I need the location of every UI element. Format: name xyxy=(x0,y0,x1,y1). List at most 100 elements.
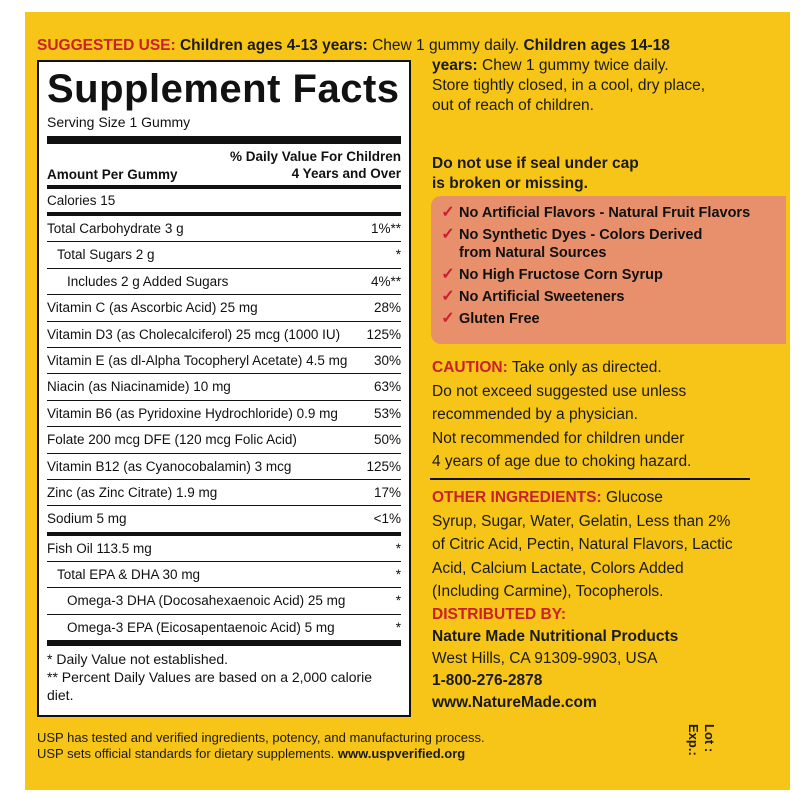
distributor-website: www.NatureMade.com xyxy=(432,694,597,711)
claim-text: No Synthetic Dyes - Colors Derived xyxy=(459,227,703,243)
distributor-phone: 1-800-276-2878 xyxy=(432,672,543,689)
nutrient-name: Total EPA & DHA 30 mg xyxy=(57,567,201,583)
suggested-use: SUGGESTED USE: Children ages 4-13 years:… xyxy=(37,36,777,56)
footnote-calorie-diet: ** Percent Daily Values are based on a 2… xyxy=(47,669,373,704)
ingredients-line-5: (Including Carmine), Tocopherols. xyxy=(432,583,664,600)
distributor-heading: DISTRIBUTED BY: xyxy=(432,606,567,623)
caution-line-5: 4 years of age due to choking hazard. xyxy=(432,453,692,470)
facts-title: Supplement Facts xyxy=(47,67,400,111)
nutrient-name: Omega-3 DHA (Docosahexaenoic Acid) 25 mg xyxy=(67,593,346,609)
age-group-1: Children ages 4-13 years: xyxy=(179,37,368,54)
nutrient-row: Includes 2 g Added Sugars 4%** xyxy=(47,269,401,296)
facts-footnotes: * Daily Value not established. ** Percen… xyxy=(47,640,401,704)
nutrient-row: Folate 200 mcg DFE (120 mcg Folic Acid) 5… xyxy=(47,427,401,454)
usp-statement: USP has tested and verified ingredients,… xyxy=(37,730,637,762)
exp-label: Exp.: xyxy=(686,724,701,756)
nutrient-row: Omega-3 DHA (Docosahexaenoic Acid) 25 mg… xyxy=(47,588,401,615)
nutrient-name: Vitamin C (as Ascorbic Acid) 25 mg xyxy=(47,300,258,316)
nutrient-dv: 50% xyxy=(373,432,401,448)
nutrient-name: Vitamin B12 (as Cyanocobalamin) 3 mcg xyxy=(47,458,292,474)
claim-text: No High Fructose Corn Syrup xyxy=(459,267,663,283)
age-group-2b: years: xyxy=(432,57,478,74)
nutrient-name: Fish Oil 113.5 mg xyxy=(47,540,152,556)
nutrient-row: Vitamin B12 (as Cyanocobalamin) 3 mcg 125… xyxy=(47,454,401,480)
nutrient-row: Fish Oil 113.5 mg * xyxy=(47,536,401,563)
seal-warning-line-2: is broken or missing. xyxy=(432,175,588,192)
nutrient-dv: * xyxy=(395,540,401,556)
ingredients-line-1: Glucose xyxy=(605,489,663,506)
age-group-2a: Children ages 14-18 xyxy=(523,37,670,54)
product-claims-box: ✓ No Artificial Flavors - Natural Fruit F… xyxy=(431,196,786,344)
nutrient-dv: 30% xyxy=(373,352,401,368)
suggested-use-continued: years: Chew 1 gummy twice daily. Store t… xyxy=(432,56,772,116)
nutrient-name: Vitamin D3 (as Cholecalciferol) 25 mcg (… xyxy=(47,326,341,342)
checkmark-icon: ✓ xyxy=(441,226,455,243)
nutrient-row: Vitamin E (as dl-Alpha Tocopheryl Acetat… xyxy=(47,348,401,375)
seal-warning-line-1: Do not use if seal under cap xyxy=(432,155,639,172)
other-ingredients-heading: OTHER INGREDIENTS: xyxy=(432,489,602,506)
nutrient-row: Vitamin C (as Ascorbic Acid) 25 mg 28% xyxy=(47,295,401,322)
claim-text: Gluten Free xyxy=(459,311,540,327)
other-ingredients-section: OTHER INGREDIENTS: Glucose Syrup, Sugar,… xyxy=(432,486,772,604)
calories-row: Calories 15 xyxy=(47,189,401,216)
checkmark-icon: ✓ xyxy=(441,288,455,305)
nutrient-dv: * xyxy=(395,593,401,609)
checkmark-icon: ✓ xyxy=(441,310,455,327)
checkmark-icon: ✓ xyxy=(441,266,455,283)
claim-text: No Artificial Flavors - Natural Fruit Fl… xyxy=(459,205,751,221)
nutrient-name: Vitamin E (as dl-Alpha Tocopheryl Acetat… xyxy=(47,352,348,368)
nutrient-dv: 1%** xyxy=(370,221,401,236)
claim-item: ✓ No Artificial Sweeteners xyxy=(437,288,786,306)
storage-line-2: out of reach of children. xyxy=(432,97,594,114)
nutrient-row: Zinc (as Zinc Citrate) 1.9 mg 17% xyxy=(47,480,401,507)
product-label: SUGGESTED USE: Children ages 4-13 years:… xyxy=(25,12,790,790)
nutrient-name: Total Sugars 2 g xyxy=(57,247,155,263)
nutrient-dv: <1% xyxy=(373,511,401,527)
nutrient-row: Total Sugars 2 g * xyxy=(47,242,401,269)
distributor-company: Nature Made Nutritional Products xyxy=(432,628,679,645)
nutrient-row: Total Carbohydrate 3 g 1%** xyxy=(47,216,401,243)
claim-item-continued: from Natural Sources xyxy=(437,244,786,262)
dose-2: Chew 1 gummy twice daily. xyxy=(482,57,669,74)
daily-value-header: % Daily Value For Children 4 Years and O… xyxy=(230,148,401,182)
ingredients-line-4: Acid, Calcium Lactate, Colors Added xyxy=(432,559,684,577)
claim-item: ✓ No Artificial Flavors - Natural Fruit F… xyxy=(437,204,786,222)
nutrient-name: Vitamin B6 (as Pyridoxine Hydrochloride)… xyxy=(47,405,338,421)
caution-line-1: Take only as directed. xyxy=(511,359,662,376)
nutrient-row: Total EPA & DHA 30 mg * xyxy=(47,562,401,589)
daily-value-header-line-1: % Daily Value For Children xyxy=(229,149,401,164)
claim-item: ✓ No High Fructose Corn Syrup xyxy=(437,266,786,284)
caution-section: CAUTION: Take only as directed. Do not e… xyxy=(432,356,772,474)
facts-column-header: Amount Per Gummy % Daily Value For Child… xyxy=(47,144,401,189)
usp-website: www.uspverified.org xyxy=(337,746,466,761)
checkmark-icon: ✓ xyxy=(441,204,455,221)
nutrient-name: Includes 2 g Added Sugars xyxy=(67,273,229,289)
claim-item: ✓ Gluten Free xyxy=(437,310,786,328)
nutrient-dv: 53% xyxy=(373,405,401,421)
supplement-facts-panel: Supplement Facts Serving Size 1 Gummy Am… xyxy=(37,60,411,717)
footnote-daily-value: * Daily Value not established. xyxy=(47,651,229,668)
caution-line-3: recommended by a physician. xyxy=(432,406,638,423)
claim-text: from Natural Sources xyxy=(459,245,607,261)
nutrient-dv: 125% xyxy=(366,326,401,342)
nutrient-dv: 4%** xyxy=(370,273,401,289)
nutrient-name: Total Carbohydrate 3 g xyxy=(47,221,184,236)
nutrient-dv: 63% xyxy=(373,379,401,395)
ingredients-line-2: Syrup, Sugar, Water, Gelatin, Less than … xyxy=(432,512,731,530)
claim-text: No Artificial Sweeteners xyxy=(459,289,625,305)
nutrient-row: Vitamin B6 (as Pyridoxine Hydrochloride)… xyxy=(47,401,401,428)
nutrient-name: Niacin (as Niacinamide) 10 mg xyxy=(47,379,231,395)
usp-line-1: USP has tested and verified ingredients,… xyxy=(37,730,485,745)
seal-warning: Do not use if seal under cap is broken o… xyxy=(432,154,772,194)
ingredients-line-3: of Citric Acid, Pectin, Natural Flavors,… xyxy=(432,536,733,553)
lot-label: Lot : xyxy=(702,724,717,753)
nutrient-row: Sodium 5 mg <1% xyxy=(47,506,401,536)
nutrient-dv: 125% xyxy=(366,458,401,474)
suggested-use-heading: SUGGESTED USE: xyxy=(37,37,176,54)
amount-per-header: Amount Per Gummy xyxy=(47,167,178,182)
nutrient-name: Sodium 5 mg xyxy=(47,511,127,527)
nutrient-dv: * xyxy=(395,567,401,583)
claim-item: ✓ No Synthetic Dyes - Colors Derived xyxy=(437,226,786,244)
nutrient-row: Omega-3 EPA (Eicosapentaenoic Acid) 5 mg… xyxy=(47,615,401,640)
nutrient-dv: * xyxy=(395,247,401,263)
